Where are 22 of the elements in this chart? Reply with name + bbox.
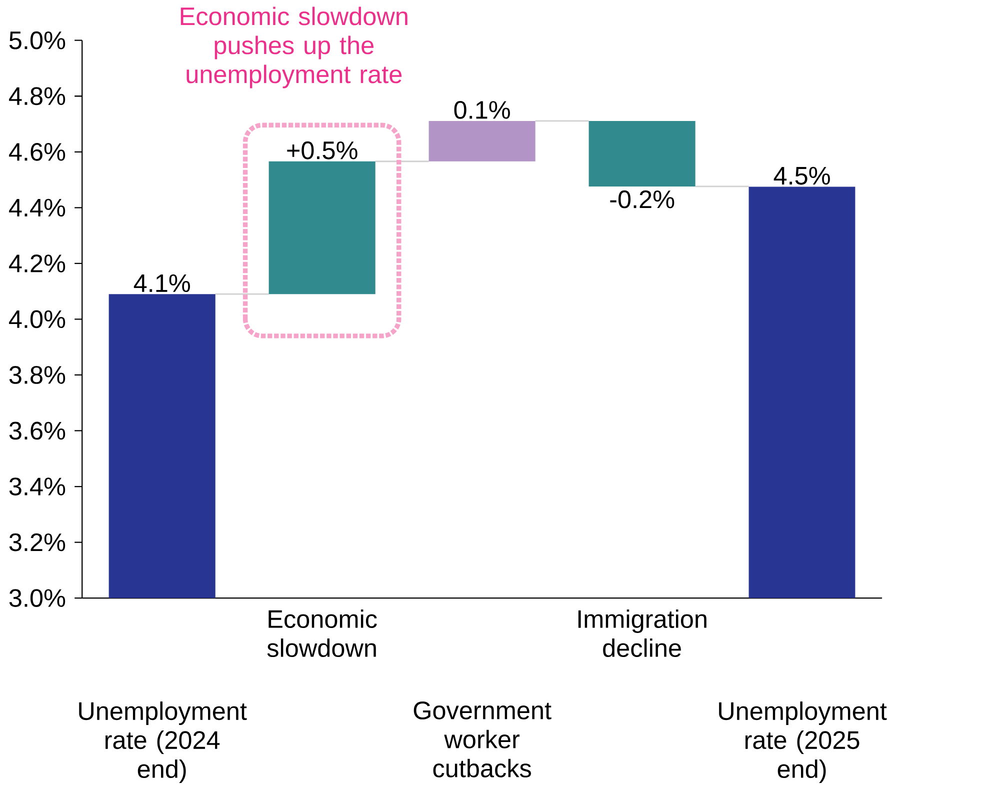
x-tick-label: Unemployment rate (2024 end) [79,702,247,784]
data-label: 4.5% [774,166,830,185]
data-label: +0.5% [287,141,358,160]
y-tick-label: 4.4% [9,198,66,217]
data-label: 0.1% [454,101,510,119]
x-tick-label: Unemployment rate (2025 end) [719,702,887,784]
y-tick-label: 3.6% [9,422,66,440]
y-tick-label: 3.4% [9,478,66,496]
y-tick-label: 4.6% [9,143,66,161]
data-label: -0.2% [610,190,674,208]
y-tick-label: 4.2% [9,254,66,272]
y-tick-label: 5.0% [9,31,66,50]
annotation: Economic slowdown pushes up the unemployment rate [180,6,408,88]
y-tick-label: 4.0% [9,310,66,328]
x-tick-label: Immigration decline [578,610,706,658]
x-tick-label: Government worker cutbacks [414,702,552,778]
y-tick-label: 3.0% [9,589,66,608]
x-tick-label: Economic slowdown [267,610,377,658]
y-tick-label: 3.8% [9,366,66,384]
y-tick-label: 4.8% [9,87,66,106]
data-label: 4.1% [134,274,190,292]
y-tick-label: 3.2% [9,533,66,552]
